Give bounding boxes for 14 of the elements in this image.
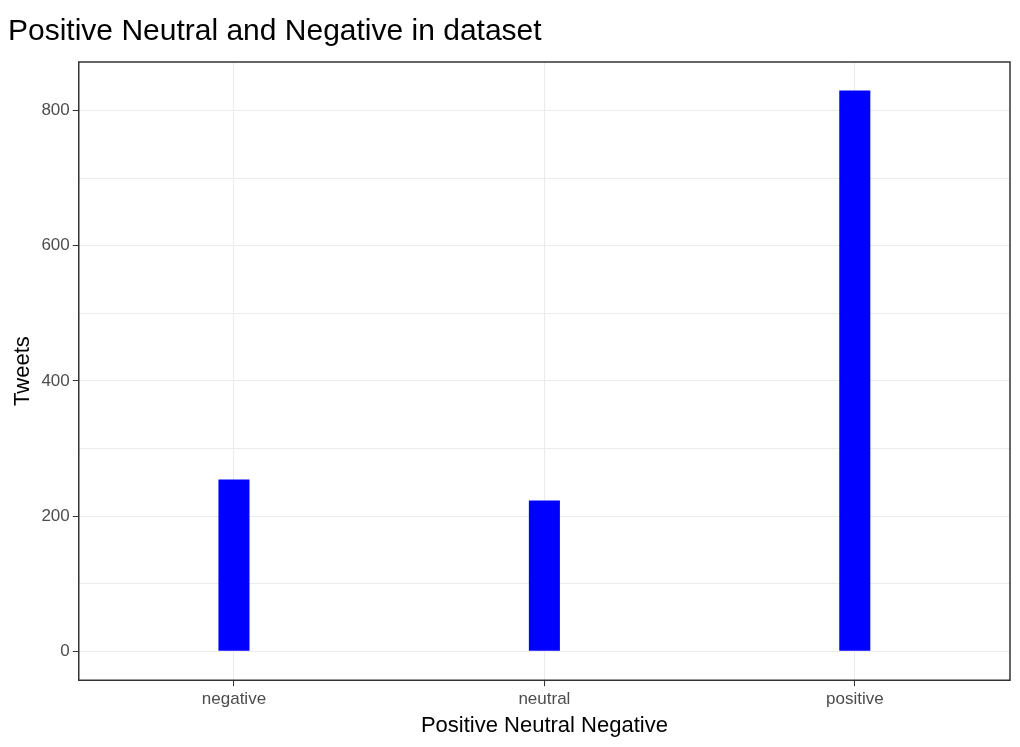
x-axis-title: Positive Neutral Negative [420, 711, 668, 737]
y-axis-title: Tweets [9, 336, 35, 406]
bar [839, 90, 871, 651]
y-tick-label: 0 [60, 640, 70, 660]
chart-title: Positive Neutral and Negative in dataset [8, 13, 543, 47]
y-tick-label: 600 [41, 235, 70, 255]
x-tick-label: neutral [518, 689, 571, 709]
x-tick-label: positive [825, 689, 884, 709]
x-tick-label: negative [201, 689, 267, 709]
bar [218, 479, 250, 651]
y-tick-label: 200 [41, 505, 70, 525]
y-tick-label: 800 [41, 100, 70, 120]
y-tick-label: 400 [41, 370, 70, 390]
bar [528, 500, 560, 651]
